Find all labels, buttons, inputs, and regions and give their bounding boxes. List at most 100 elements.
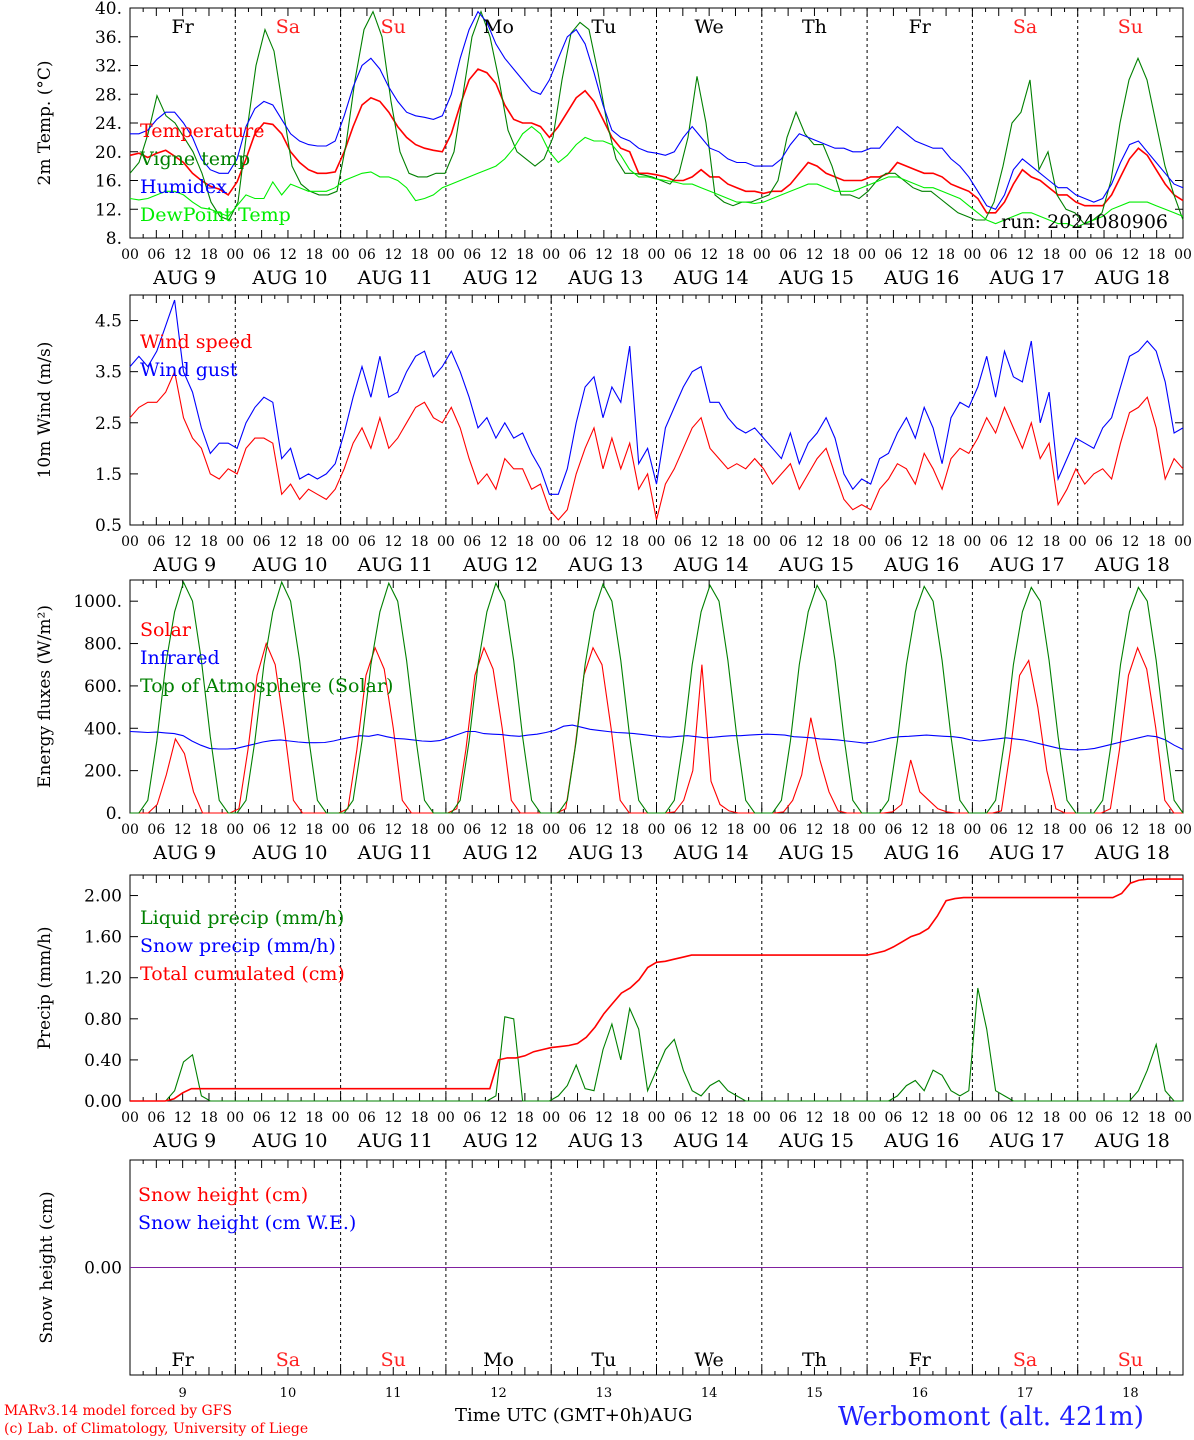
- y-tick-label: 32.: [95, 57, 122, 77]
- hour-tick-label: 00: [332, 1110, 350, 1126]
- y-tick-label: 12.: [95, 200, 122, 220]
- date-label: AUG 9: [152, 267, 216, 289]
- date-label: AUG 13: [567, 1130, 643, 1152]
- hour-tick-label: 06: [779, 1110, 797, 1126]
- hour-tick-label: 06: [885, 247, 903, 263]
- date-label: AUG 13: [567, 554, 643, 576]
- hour-tick-label: 18: [411, 1110, 429, 1126]
- hour-tick-label: 12: [490, 822, 508, 838]
- y-tick-label: 0.80: [84, 1010, 122, 1030]
- y-tick-label: 16.: [95, 172, 122, 192]
- hour-tick-label: 12: [595, 1110, 613, 1126]
- hour-tick-label: 06: [147, 534, 165, 550]
- date-label: AUG 16: [883, 554, 959, 576]
- hour-tick-label: 00: [963, 247, 981, 263]
- hour-tick-label: 18: [727, 247, 745, 263]
- hour-tick-label: 12: [700, 822, 718, 838]
- hour-tick-label: 18: [305, 1110, 323, 1126]
- legend-entry: Wind gust: [140, 359, 238, 381]
- legend-entry: Top of Atmosphere (Solar): [140, 675, 393, 697]
- date-label: AUG 10: [251, 267, 327, 289]
- day-number-label: 12: [490, 1386, 507, 1401]
- legend-entry: DewPoint Temp: [140, 204, 291, 226]
- y-tick-label: 200.: [84, 762, 122, 782]
- y-tick-label: 8.: [106, 229, 122, 249]
- series-line-liquid-precip-mm-h-: [130, 987, 1183, 1102]
- hour-tick-label: 12: [1016, 534, 1034, 550]
- hour-tick-label: 06: [885, 534, 903, 550]
- hour-tick-label: 06: [674, 247, 692, 263]
- y-tick-label: 0.00: [84, 1092, 122, 1112]
- hour-tick-label: 06: [885, 822, 903, 838]
- hour-tick-label: 06: [358, 534, 376, 550]
- day-number-label: 9: [179, 1386, 187, 1401]
- legend-entry: Vigne temp: [139, 148, 250, 170]
- hour-tick-label: 00: [753, 247, 771, 263]
- panel-2: 0.5 1.5 2.5 3.5 4.5 10m Wind (m/s) 00 06 12 18 00 0…: [35, 294, 1192, 576]
- y-tick-label: 0.: [106, 804, 122, 824]
- hour-tick-label: 06: [674, 822, 692, 838]
- weekday-label: Su: [381, 1349, 406, 1371]
- hour-tick-label: 00: [753, 1110, 771, 1126]
- weekday-label: Su: [1118, 16, 1143, 38]
- hour-tick-label: 18: [621, 247, 639, 263]
- hour-tick-label: 18: [305, 822, 323, 838]
- hour-tick-label: 00: [1174, 534, 1192, 550]
- hour-tick-label: 18: [200, 534, 218, 550]
- hour-tick-label: 00: [858, 534, 876, 550]
- hour-tick-label: 00: [858, 247, 876, 263]
- date-label: AUG 15: [778, 1130, 854, 1152]
- hour-tick-label: 12: [174, 822, 192, 838]
- hour-tick-label: 06: [253, 1110, 271, 1126]
- y-tick-label: 1000.: [73, 592, 122, 612]
- y-tick-label: 4.5: [95, 312, 122, 332]
- panel-1: 8. 12. 16. 20. 24. 28. 32. 36. 40. 2m Temp. (°C) 0…: [35, 0, 1192, 289]
- date-label: AUG 11: [357, 554, 433, 576]
- date-label: AUG 18: [1094, 267, 1170, 289]
- hour-tick-label: 06: [990, 822, 1008, 838]
- panel-4: 0.00 0.40 0.80 1.20 1.60 2.00 Precip (mm/h) 00 0…: [35, 874, 1192, 1152]
- model-credit: MARv3.14 model forced by GFS: [4, 1403, 233, 1419]
- hour-tick-label: 00: [226, 1110, 244, 1126]
- hour-tick-label: 18: [1042, 247, 1060, 263]
- hour-tick-label: 00: [542, 1110, 560, 1126]
- hour-tick-label: 00: [437, 534, 455, 550]
- weekday-label: We: [695, 16, 724, 38]
- hour-tick-label: 18: [516, 247, 534, 263]
- hour-tick-label: 06: [358, 822, 376, 838]
- series-line-infrared: [129, 724, 1184, 751]
- hour-tick-label: 06: [674, 1110, 692, 1126]
- hour-tick-label: 18: [727, 534, 745, 550]
- legend-entry: Snow height (cm W.E.): [138, 1212, 356, 1234]
- hour-tick-label: 18: [200, 247, 218, 263]
- hour-tick-label: 18: [832, 822, 850, 838]
- hour-tick-label: 12: [279, 1110, 297, 1126]
- hour-tick-label: 06: [779, 534, 797, 550]
- hour-tick-label: 00: [121, 247, 139, 263]
- y-tick-label: 600.: [84, 677, 122, 697]
- legend-entry: Snow precip (mm/h): [140, 935, 336, 957]
- weekday-label: Fr: [172, 16, 195, 38]
- weekday-label: Fr: [909, 1349, 932, 1371]
- hour-tick-label: 00: [1174, 822, 1192, 838]
- date-label: AUG 13: [567, 842, 643, 864]
- hour-tick-label: 18: [411, 247, 429, 263]
- hour-tick-label: 00: [437, 247, 455, 263]
- legend-entry: Humidex: [140, 176, 227, 198]
- hour-tick-label: 18: [832, 247, 850, 263]
- lab-credit: (c) Lab. of Climatology, University of L…: [4, 1421, 309, 1437]
- hour-tick-label: 00: [1069, 247, 1087, 263]
- hour-tick-label: 12: [700, 1110, 718, 1126]
- hour-tick-label: 12: [595, 247, 613, 263]
- date-label: AUG 18: [1094, 842, 1170, 864]
- hour-tick-label: 18: [200, 1110, 218, 1126]
- date-label: AUG 17: [988, 1130, 1064, 1152]
- y-tick-label: 40.: [95, 0, 122, 19]
- date-label: AUG 15: [778, 554, 854, 576]
- hour-tick-label: 18: [937, 822, 955, 838]
- date-label: AUG 18: [1094, 554, 1170, 576]
- y-tick-label: 2.5: [95, 414, 122, 434]
- hour-tick-label: 06: [1095, 1110, 1113, 1126]
- y-tick-label: 400.: [84, 719, 122, 739]
